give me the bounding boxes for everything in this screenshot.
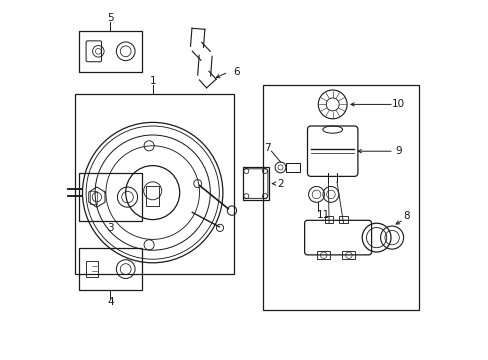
Bar	[79, 31, 142, 72]
Bar	[324, 216, 333, 223]
Text: 3: 3	[107, 223, 114, 233]
Text: 6: 6	[233, 67, 240, 77]
Bar	[342, 251, 355, 259]
Text: 9: 9	[394, 146, 401, 156]
Bar	[79, 173, 142, 221]
Bar	[75, 94, 233, 274]
Bar	[242, 167, 268, 200]
Text: 1: 1	[149, 76, 156, 86]
Bar	[79, 248, 142, 290]
Text: 5: 5	[107, 13, 114, 23]
Bar	[339, 216, 347, 223]
Bar	[262, 85, 418, 310]
Text: 11: 11	[316, 210, 329, 220]
Text: 8: 8	[403, 211, 409, 221]
Text: 4: 4	[107, 297, 114, 307]
Bar	[285, 163, 300, 172]
Bar	[146, 186, 159, 206]
Text: 10: 10	[391, 99, 405, 109]
Bar	[317, 251, 329, 259]
Text: 2: 2	[277, 179, 283, 189]
Bar	[86, 261, 98, 277]
Text: 7: 7	[264, 143, 270, 153]
Bar	[90, 191, 97, 204]
